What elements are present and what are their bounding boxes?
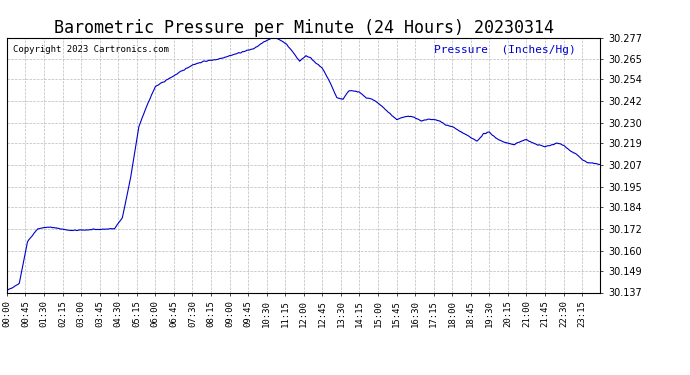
Text: Pressure  (Inches/Hg): Pressure (Inches/Hg) — [434, 45, 576, 55]
Title: Barometric Pressure per Minute (24 Hours) 20230314: Barometric Pressure per Minute (24 Hours… — [54, 20, 553, 38]
Text: Copyright 2023 Cartronics.com: Copyright 2023 Cartronics.com — [13, 45, 169, 54]
